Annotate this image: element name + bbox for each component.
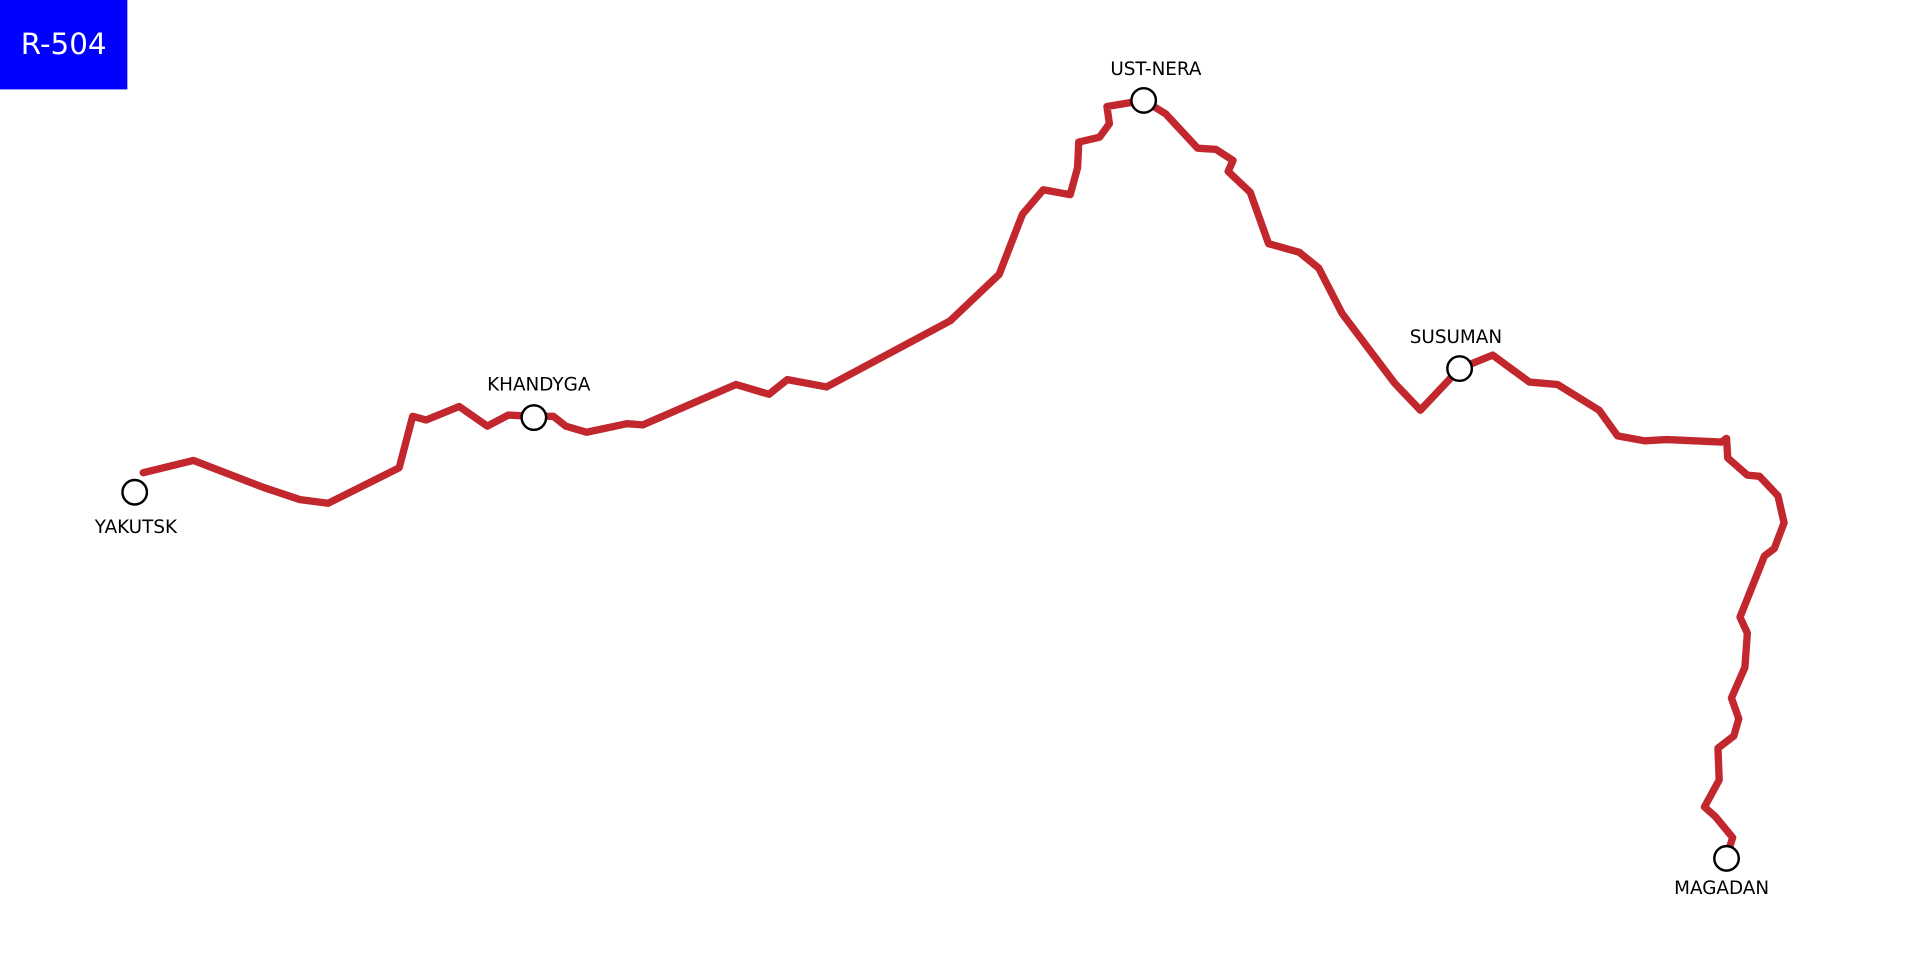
stop [1130, 86, 1158, 114]
stop [1446, 355, 1474, 383]
road [139, 96, 1788, 861]
title: R-504 [21, 27, 107, 61]
city-label: SUSUMAN [1410, 327, 1502, 348]
stop [1713, 844, 1740, 872]
city-label: KHANDYGA [487, 375, 591, 396]
stop [520, 404, 548, 432]
title-box [0, 0, 128, 90]
city-label: UST-NERA [1110, 59, 1202, 80]
stop [121, 478, 149, 506]
city-label: YAKUTSK [94, 517, 178, 538]
city-label: MAGADAN [1674, 878, 1769, 899]
